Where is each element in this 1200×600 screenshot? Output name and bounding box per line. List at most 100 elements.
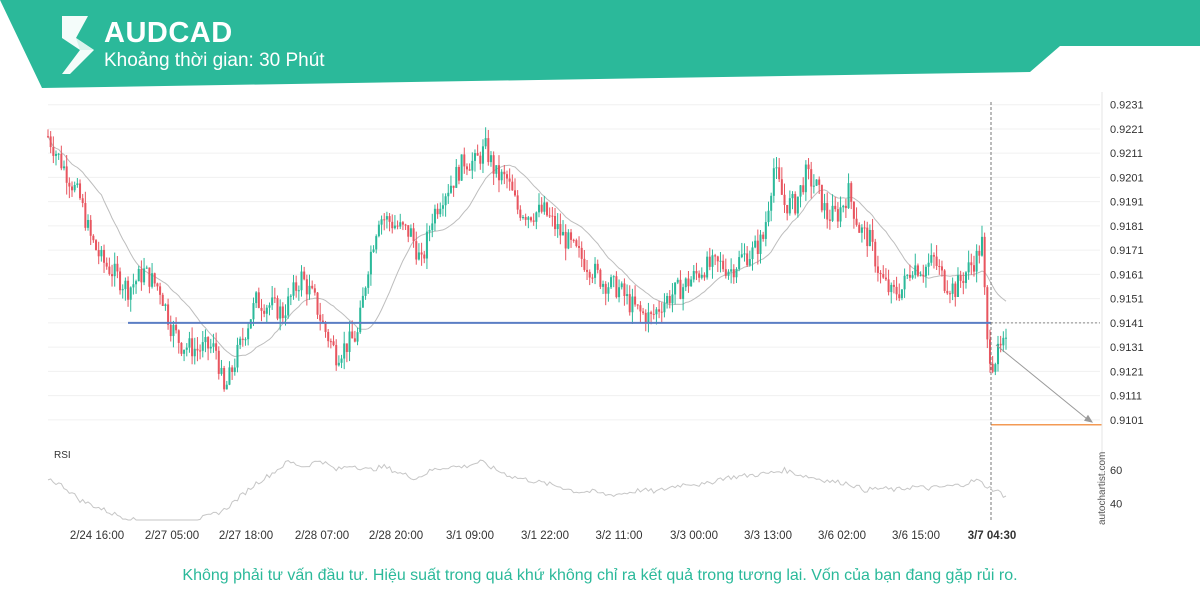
candle <box>364 286 367 300</box>
candle <box>295 275 298 298</box>
candle <box>575 238 578 248</box>
candle <box>452 185 455 197</box>
watermark-text: autochartist.com <box>1097 452 1108 525</box>
candle <box>481 139 484 174</box>
candle <box>810 161 813 199</box>
candle <box>855 207 858 227</box>
current-time-label: 3/7 04:30 <box>968 530 1017 542</box>
candle <box>497 155 500 193</box>
candle <box>383 213 386 231</box>
candle <box>60 145 63 171</box>
candle <box>236 337 239 373</box>
candle <box>983 232 986 295</box>
candle <box>428 225 431 242</box>
candle <box>92 234 95 243</box>
candle <box>311 280 314 290</box>
candle <box>602 280 605 295</box>
candle <box>73 181 76 193</box>
candle <box>938 259 941 275</box>
candle <box>527 216 530 229</box>
candle <box>543 195 546 215</box>
candle <box>196 337 199 362</box>
candle <box>348 321 351 362</box>
candle <box>513 178 517 197</box>
price-tick-label: 0.9191 <box>1110 197 1144 209</box>
candle <box>666 292 669 309</box>
candle <box>167 298 170 330</box>
candle <box>636 304 639 310</box>
candle <box>703 272 706 281</box>
candle <box>463 147 466 174</box>
candle <box>807 158 810 180</box>
candle <box>100 245 103 262</box>
candle <box>308 274 311 300</box>
candle <box>714 253 717 266</box>
candle <box>900 289 903 301</box>
candle <box>884 268 887 282</box>
candle <box>135 279 138 294</box>
candle <box>570 228 573 248</box>
candle <box>441 193 444 217</box>
price-axis: 0.9231 0.9221 0.9211 0.9201 0.9191 0.9181 0.91… <box>1101 92 1144 520</box>
candle <box>911 271 914 280</box>
candle <box>642 307 645 315</box>
candle <box>871 218 874 251</box>
candle <box>380 215 383 235</box>
candle <box>980 225 983 257</box>
candle <box>868 224 871 247</box>
candle <box>52 136 55 164</box>
candle <box>212 333 215 353</box>
candle <box>255 291 258 308</box>
candle <box>265 304 268 323</box>
candle <box>628 285 631 316</box>
arrow-head-icon <box>1084 414 1093 423</box>
candle <box>711 249 714 279</box>
candle <box>145 265 148 269</box>
candle <box>618 279 621 303</box>
candle <box>511 174 514 191</box>
candle <box>564 224 567 261</box>
candle <box>300 265 303 297</box>
time-tick-label: 2/28 07:00 <box>295 530 349 542</box>
candle <box>423 250 426 264</box>
candle <box>377 220 380 238</box>
candle <box>1002 331 1005 353</box>
candle <box>279 299 282 331</box>
time-tick-label: 3/2 11:00 <box>595 530 642 542</box>
candle <box>780 167 783 195</box>
candle <box>468 163 471 171</box>
symbol-title: AUDCAD <box>104 17 233 49</box>
candle <box>460 154 463 181</box>
candle <box>631 288 634 325</box>
candle <box>970 253 973 275</box>
candle <box>972 255 975 277</box>
candle <box>431 213 434 238</box>
candle <box>516 190 519 215</box>
candle <box>129 286 132 312</box>
candle <box>353 330 356 343</box>
candle <box>433 204 436 232</box>
candle <box>487 129 490 166</box>
candle <box>996 335 1000 372</box>
candle <box>79 179 82 201</box>
candle <box>375 234 378 254</box>
price-tick-label: 0.9101 <box>1110 415 1144 427</box>
header-background <box>0 0 1200 88</box>
candle <box>623 278 626 306</box>
candle <box>746 246 749 267</box>
candle <box>225 380 228 390</box>
candle <box>495 165 498 178</box>
candle <box>113 252 116 287</box>
candle <box>847 173 850 209</box>
candle <box>161 292 164 306</box>
candle <box>193 337 196 365</box>
candle <box>455 159 458 188</box>
candle <box>767 201 770 227</box>
candle <box>836 202 839 229</box>
candle <box>626 284 629 305</box>
candle <box>489 151 492 167</box>
time-tick-label: 3/6 02:00 <box>818 530 866 542</box>
price-tick-label: 0.9201 <box>1110 172 1144 184</box>
candle <box>545 201 549 217</box>
candle <box>639 301 642 322</box>
